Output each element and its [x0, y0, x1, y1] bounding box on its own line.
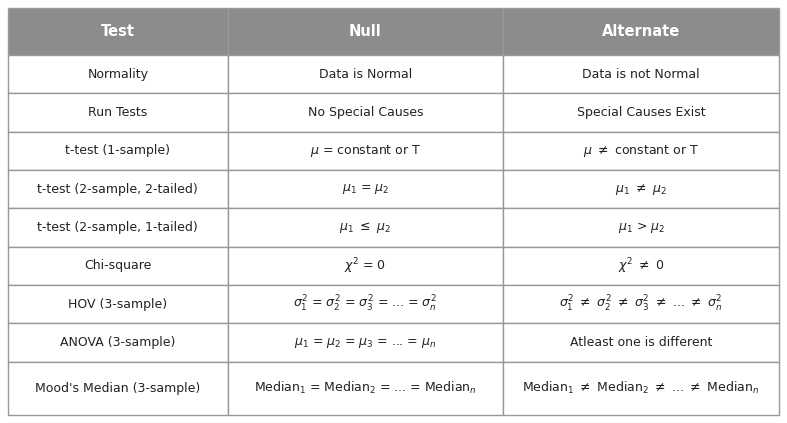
Bar [227, 8, 503, 55]
Text: $\chi^2$ = 0: $\chi^2$ = 0 [345, 256, 386, 276]
Bar [227, 324, 503, 362]
Bar [503, 93, 779, 132]
Bar [8, 8, 227, 55]
Bar [503, 132, 779, 170]
Bar [503, 8, 779, 55]
Bar [503, 324, 779, 362]
Text: $\mu$ $\neq$ constant or T: $\mu$ $\neq$ constant or T [583, 143, 699, 159]
Bar [8, 132, 227, 170]
Bar [227, 285, 503, 324]
Text: $\chi^2$ $\neq$ 0: $\chi^2$ $\neq$ 0 [618, 256, 664, 276]
Text: $\sigma^2_1$ = $\sigma^2_2$ = $\sigma^2_3$ = ... = $\sigma^2_n$: $\sigma^2_1$ = $\sigma^2_2$ = $\sigma^2_… [294, 294, 438, 314]
Text: $\mu_1$ = $\mu_2$: $\mu_1$ = $\mu_2$ [342, 182, 389, 196]
Text: $\mu_1$ $\leq$ $\mu_2$: $\mu_1$ $\leq$ $\mu_2$ [339, 220, 391, 235]
Text: $\sigma^2_1$ $\neq$ $\sigma^2_2$ $\neq$ $\sigma^2_3$ $\neq$ ... $\neq$ $\sigma^2: $\sigma^2_1$ $\neq$ $\sigma^2_2$ $\neq$ … [560, 294, 722, 314]
Bar [8, 247, 227, 285]
Text: ANOVA (3-sample): ANOVA (3-sample) [60, 336, 176, 349]
Text: Run Tests: Run Tests [88, 106, 147, 119]
Bar [503, 55, 779, 93]
Bar [227, 247, 503, 285]
Bar [503, 247, 779, 285]
Bar [8, 55, 227, 93]
Bar [227, 362, 503, 415]
Bar [227, 93, 503, 132]
Text: $\mu$ = constant or T: $\mu$ = constant or T [309, 143, 421, 159]
Bar [503, 170, 779, 209]
Bar [503, 285, 779, 324]
Text: Special Causes Exist: Special Causes Exist [577, 106, 705, 119]
Text: Data is Normal: Data is Normal [319, 68, 412, 81]
Bar [227, 170, 503, 209]
Text: t-test (2-sample, 2-tailed): t-test (2-sample, 2-tailed) [38, 183, 198, 196]
Text: No Special Causes: No Special Causes [308, 106, 423, 119]
Bar [227, 209, 503, 247]
Text: Data is not Normal: Data is not Normal [582, 68, 700, 81]
Bar [227, 55, 503, 93]
Text: Null: Null [349, 24, 382, 39]
Bar [8, 93, 227, 132]
Text: Median$_1$ = Median$_2$ = ... = Median$_n$: Median$_1$ = Median$_2$ = ... = Median$_… [254, 380, 477, 396]
Bar [8, 285, 227, 324]
Text: t-test (2-sample, 1-tailed): t-test (2-sample, 1-tailed) [38, 221, 198, 234]
Bar [8, 324, 227, 362]
Text: Mood's Median (3-sample): Mood's Median (3-sample) [35, 382, 201, 395]
Bar [8, 209, 227, 247]
Bar [503, 362, 779, 415]
Bar [503, 209, 779, 247]
Text: t-test (1-sample): t-test (1-sample) [65, 145, 170, 157]
Bar [8, 362, 227, 415]
Bar [227, 132, 503, 170]
Text: Alternate: Alternate [602, 24, 680, 39]
Text: Atleast one is different: Atleast one is different [570, 336, 712, 349]
Text: Normality: Normality [87, 68, 148, 81]
Text: HOV (3-sample): HOV (3-sample) [68, 298, 168, 311]
Text: $\mu_1$ > $\mu_2$: $\mu_1$ > $\mu_2$ [618, 220, 664, 235]
Text: Median$_1$ $\neq$ Median$_2$ $\neq$ ... $\neq$ Median$_n$: Median$_1$ $\neq$ Median$_2$ $\neq$ ... … [523, 380, 759, 396]
Text: Test: Test [101, 24, 135, 39]
Bar [8, 170, 227, 209]
Text: $\mu_1$ $\neq$ $\mu_2$: $\mu_1$ $\neq$ $\mu_2$ [615, 182, 667, 197]
Text: $\mu_1$ = $\mu_2$ = $\mu_3$ = ... = $\mu_n$: $\mu_1$ = $\mu_2$ = $\mu_3$ = ... = $\mu… [294, 335, 437, 349]
Text: Chi-square: Chi-square [84, 259, 151, 272]
